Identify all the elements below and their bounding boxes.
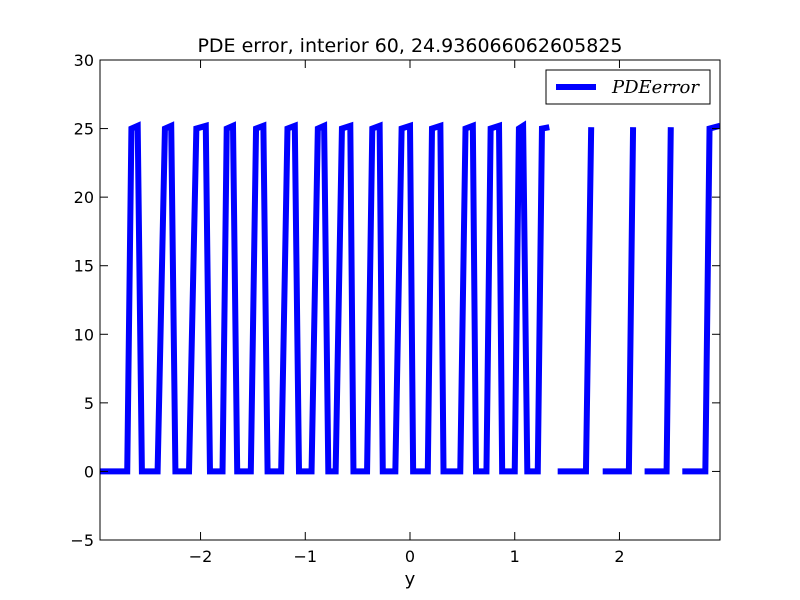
- y-tick-label: 5: [84, 394, 94, 413]
- y-tick-label: 0: [84, 462, 94, 481]
- series-layer: [100, 120, 720, 475]
- x-tick-label: 0: [405, 547, 415, 566]
- legend: PDEerror: [545, 69, 711, 105]
- series-line-segment: [644, 127, 674, 475]
- x-axis: −2 −1 0 1 2: [189, 60, 625, 566]
- series-line-segment: [602, 127, 637, 475]
- y-tick-label: 30: [74, 51, 94, 70]
- series-line-segment: [100, 120, 550, 475]
- y-tick-label: 20: [74, 188, 94, 207]
- y-tick-label: 10: [74, 325, 94, 344]
- legend-label-pdeerror: PDEerror: [611, 77, 700, 98]
- x-tick-label: −1: [293, 547, 317, 566]
- y-axis: −5 0 5 10 15 20 25 30: [70, 51, 720, 550]
- series-line-segment: [682, 122, 720, 475]
- x-axis-label: y: [405, 569, 416, 590]
- chart-title: PDE error, interior 60, 24.9360660626058…: [197, 35, 622, 57]
- x-tick-label: 1: [510, 547, 520, 566]
- series-line-segment: [557, 127, 595, 475]
- y-tick-label: 25: [74, 120, 94, 139]
- x-tick-label: −2: [189, 547, 213, 566]
- y-tick-label: 15: [74, 257, 94, 276]
- x-tick-label: 2: [614, 547, 624, 566]
- y-tick-label: −5: [70, 531, 94, 550]
